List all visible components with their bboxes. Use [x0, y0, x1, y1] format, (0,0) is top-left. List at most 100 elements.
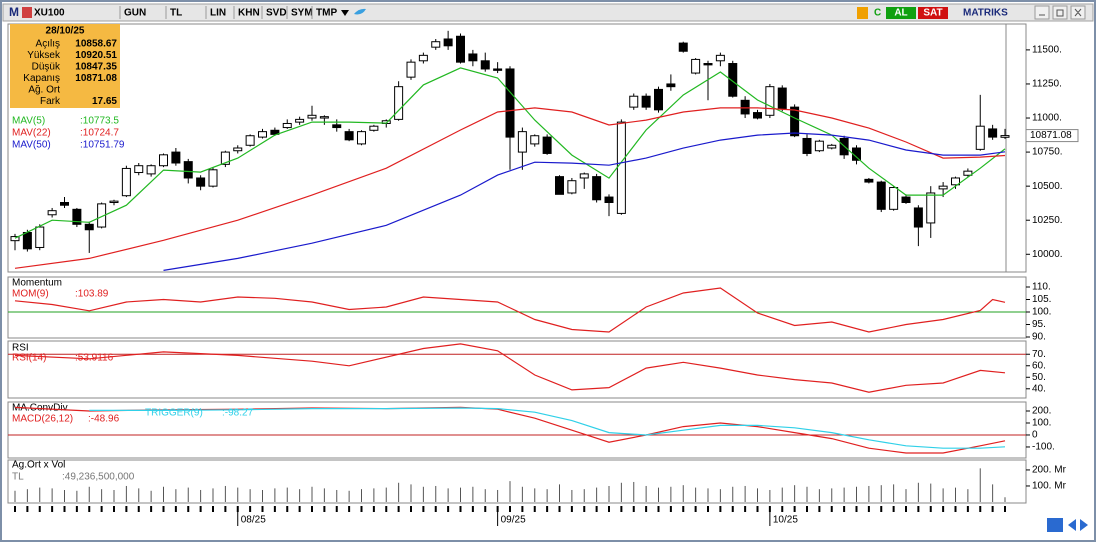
time-tick: [372, 506, 375, 512]
time-tick: [719, 506, 722, 512]
candle-body: [691, 58, 701, 74]
candle-body: [517, 131, 527, 153]
y-tick-label: 90.: [1032, 332, 1046, 343]
info-date: 28/10/25: [46, 26, 85, 37]
series-last-value: :49,236,500,000: [62, 472, 135, 483]
window-glyphs: [1039, 8, 1082, 17]
symbol-icon[interactable]: [22, 7, 32, 18]
time-tick: [570, 506, 573, 512]
toolbar-button[interactable]: SVD: [266, 8, 287, 19]
panels: [7, 23, 1027, 504]
scroll-arrows[interactable]: [1068, 519, 1088, 531]
candle-body: [270, 129, 280, 135]
candle-body: [146, 165, 156, 175]
candle-body: [431, 41, 441, 48]
tool-icon[interactable]: [857, 7, 868, 19]
info-value: 17.65: [92, 96, 117, 107]
c-button[interactable]: C: [874, 8, 881, 19]
time-tick: [323, 506, 326, 512]
time-tick: [459, 506, 462, 512]
sell-button[interactable]: SAT: [923, 8, 942, 19]
indicator-line: [14, 343, 1006, 393]
time-tick: [731, 506, 734, 512]
minimize-button[interactable]: [1034, 5, 1050, 20]
buy-button[interactable]: AL: [894, 8, 907, 19]
candle-body: [418, 54, 428, 62]
candle-body: [307, 114, 317, 119]
series-name: MAV(5): [12, 116, 45, 127]
time-tick: [818, 506, 821, 512]
candle-body: [406, 61, 416, 78]
time-tick: [768, 506, 771, 512]
candle-body: [10, 236, 20, 242]
y-tick-label: -100.: [1032, 442, 1055, 453]
time-tick: [113, 506, 115, 512]
series-last-value: :10724.7: [80, 128, 119, 139]
symbol[interactable]: XU100: [34, 8, 65, 19]
dropdown-arrow[interactable]: [341, 10, 349, 16]
moving-average-line: [14, 107, 1006, 269]
series-last-value: :10751.79: [80, 140, 125, 151]
toolbar-button[interactable]: KHN: [238, 8, 260, 19]
time-tick: [806, 506, 808, 512]
candle-body: [988, 128, 998, 138]
series-last-value: :53.9116: [75, 353, 114, 364]
candle-body: [579, 173, 589, 179]
twitter-icon[interactable]: [354, 8, 366, 15]
panel-title: RSI: [12, 343, 29, 354]
time-tick: [199, 506, 202, 512]
time-tick: [917, 506, 920, 512]
time-tick: [855, 506, 858, 512]
time-tick: [645, 506, 648, 512]
candle-body: [493, 68, 503, 71]
toolbar-button[interactable]: TMP: [316, 8, 337, 19]
time-tick: [137, 506, 140, 512]
candle-body: [84, 223, 94, 231]
series-last-value: :-48.96: [88, 414, 120, 425]
info-rows: Açılış 10858.67 Yüksek 10920.51 Düşük 10847.3…: [23, 39, 117, 108]
y-tick-label: 40.: [1032, 383, 1046, 394]
y-tick-label: 11500.: [1032, 45, 1062, 56]
buy-button-bg[interactable]: [886, 7, 916, 19]
toolbar-buttons: GUN TL LIN KHN SVD SYM TMP: [119, 6, 337, 19]
time-tick: [830, 506, 833, 512]
candle-body: [456, 35, 465, 63]
candle-body: [443, 38, 453, 47]
candle-body: [282, 122, 292, 129]
info-label: Açılış: [36, 39, 60, 50]
candle-body: [913, 207, 923, 228]
candle-body: [814, 140, 824, 152]
series-name: MOM(9): [12, 289, 49, 300]
info-label: Fark: [40, 96, 61, 107]
time-tick: [521, 506, 524, 512]
candle-body: [233, 147, 243, 152]
candle-body: [802, 137, 812, 154]
panel-title: Momentum: [12, 278, 62, 289]
last-price: 10871.08: [1030, 130, 1072, 141]
time-tick: [484, 506, 487, 512]
candle-body: [542, 136, 552, 154]
time-tick: [793, 506, 796, 512]
toolbar-button[interactable]: TL: [170, 8, 182, 19]
candle-body: [765, 86, 775, 116]
refresh-icon[interactable]: [1047, 518, 1063, 532]
candle-body: [951, 177, 960, 186]
toolbar-button[interactable]: SYM: [291, 8, 313, 19]
maximize-button[interactable]: [1052, 5, 1068, 20]
sell-button-bg[interactable]: [918, 7, 948, 19]
info-value: 10920.51: [75, 50, 117, 61]
time-tick: [434, 506, 437, 512]
time-tick: [174, 506, 177, 512]
candle-body: [505, 68, 515, 138]
time-tick: [496, 506, 499, 512]
toolbar-button[interactable]: LIN: [210, 8, 226, 19]
time-tick: [694, 506, 697, 512]
time-tick: [38, 506, 41, 512]
candle-body: [97, 203, 107, 228]
candle-body: [938, 185, 948, 190]
y-tick-label: 0: [1032, 430, 1038, 441]
panel-frame: [7, 459, 1027, 504]
toolbar-button[interactable]: GUN: [124, 8, 146, 19]
info-value: 10858.67: [75, 39, 117, 50]
x-tick-label: 08/25: [241, 515, 266, 526]
